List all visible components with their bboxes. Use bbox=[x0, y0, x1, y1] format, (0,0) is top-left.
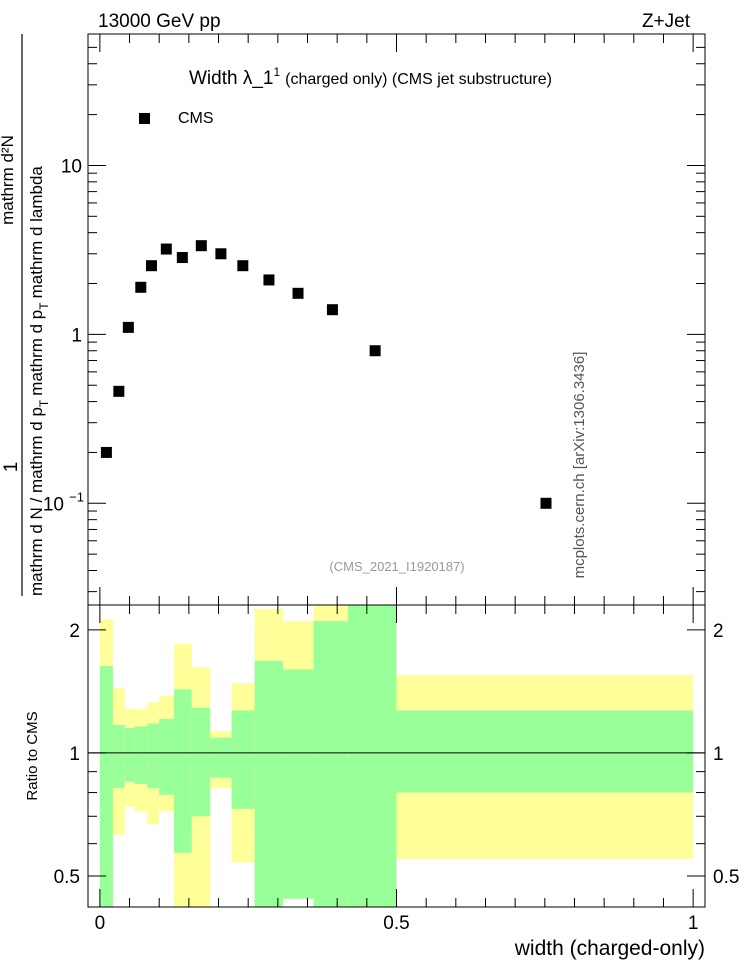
x-axis-label: width (charged-only) bbox=[514, 937, 705, 960]
inner-band bbox=[112, 725, 125, 789]
y-tick-label: 1 bbox=[71, 325, 82, 346]
analysis-id: (CMS_2021_I1920187) bbox=[329, 559, 464, 574]
ratio-y-tick-label-right: 0.5 bbox=[713, 867, 739, 888]
mcplots-label: mcplots.cern.ch [arXiv:1306.3436] bbox=[571, 352, 588, 579]
ratio-tick-labels: 2 2 1 1 0.5 0.5 0 0.5 1 bbox=[54, 621, 740, 934]
data-point bbox=[237, 260, 249, 272]
title-rest: (charged only) (CMS jet substructure) bbox=[285, 71, 552, 88]
inner-band bbox=[174, 689, 192, 853]
inner-band bbox=[254, 660, 284, 907]
main-y-tick-labels: 10 1 10 −1 bbox=[43, 156, 84, 515]
data-point bbox=[369, 345, 381, 357]
inner-band bbox=[396, 710, 694, 793]
legend-label: CMS bbox=[178, 110, 214, 127]
chart-title: Width λ_11 (charged only) (CMS jet substr… bbox=[189, 65, 552, 89]
inner-band bbox=[231, 710, 255, 809]
ratio-y-tick-label-right: 2 bbox=[713, 621, 724, 642]
ratio-y-tick-label-left: 2 bbox=[69, 621, 80, 642]
process-label: Z+Jet bbox=[642, 11, 691, 32]
inner-band bbox=[210, 737, 232, 778]
energy-label: 13000 GeV pp bbox=[98, 11, 221, 32]
x-tick-label: 0 bbox=[95, 913, 106, 934]
ratio-y-label: Ratio to CMS bbox=[24, 711, 41, 800]
title-superscript: 1 bbox=[273, 65, 280, 79]
ratio-axis-ticks bbox=[88, 605, 705, 907]
x-tick-label: 0.5 bbox=[383, 913, 409, 934]
legend-marker bbox=[139, 113, 150, 124]
data-point bbox=[113, 385, 125, 397]
ratio-panel: 2 2 1 1 0.5 0.5 0 0.5 1 Ratio to CMS width (char… bbox=[24, 604, 740, 960]
inner-band bbox=[191, 707, 211, 817]
data-points bbox=[100, 240, 552, 509]
y-label-one: 1 bbox=[1, 462, 22, 473]
ratio-bands bbox=[99, 605, 694, 907]
main-y-label: 1 mathrm d²N mathrm d N / mathrm d pTmat… bbox=[0, 34, 51, 596]
inner-band bbox=[159, 719, 175, 795]
data-point bbox=[135, 281, 147, 293]
ratio-y-tick-label-left: 0.5 bbox=[54, 867, 80, 888]
data-point bbox=[292, 287, 304, 299]
inner-band bbox=[347, 605, 397, 907]
data-point bbox=[195, 240, 207, 252]
y-tick-label: 10 bbox=[43, 494, 64, 515]
inner-band bbox=[134, 726, 148, 784]
inner-band bbox=[124, 728, 135, 782]
y-tick-label: 10 bbox=[61, 156, 82, 177]
inner-band bbox=[147, 723, 160, 789]
data-point bbox=[160, 243, 172, 255]
ratio-y-tick-label-right: 1 bbox=[713, 744, 724, 765]
data-point bbox=[540, 497, 552, 509]
data-point bbox=[326, 304, 338, 316]
inner-band bbox=[313, 621, 348, 907]
data-point bbox=[145, 260, 157, 272]
y-label-denominator: mathrm d N / mathrm d pTmathrm d pTmathr… bbox=[27, 166, 51, 596]
data-point bbox=[122, 321, 134, 333]
data-point bbox=[263, 274, 275, 286]
main-axis-ticks bbox=[88, 33, 705, 605]
title-main: Width λ_1 bbox=[189, 68, 273, 89]
inner-band bbox=[99, 666, 113, 907]
inner-band bbox=[283, 669, 314, 899]
data-point bbox=[100, 446, 112, 458]
x-tick-label: 1 bbox=[688, 913, 699, 934]
y-tick-label-exponent: −1 bbox=[69, 489, 84, 504]
data-point bbox=[215, 248, 227, 260]
ratio-y-tick-label-left: 1 bbox=[69, 744, 80, 765]
y-label-numerator: mathrm d²N bbox=[0, 135, 17, 225]
data-point bbox=[176, 252, 188, 264]
